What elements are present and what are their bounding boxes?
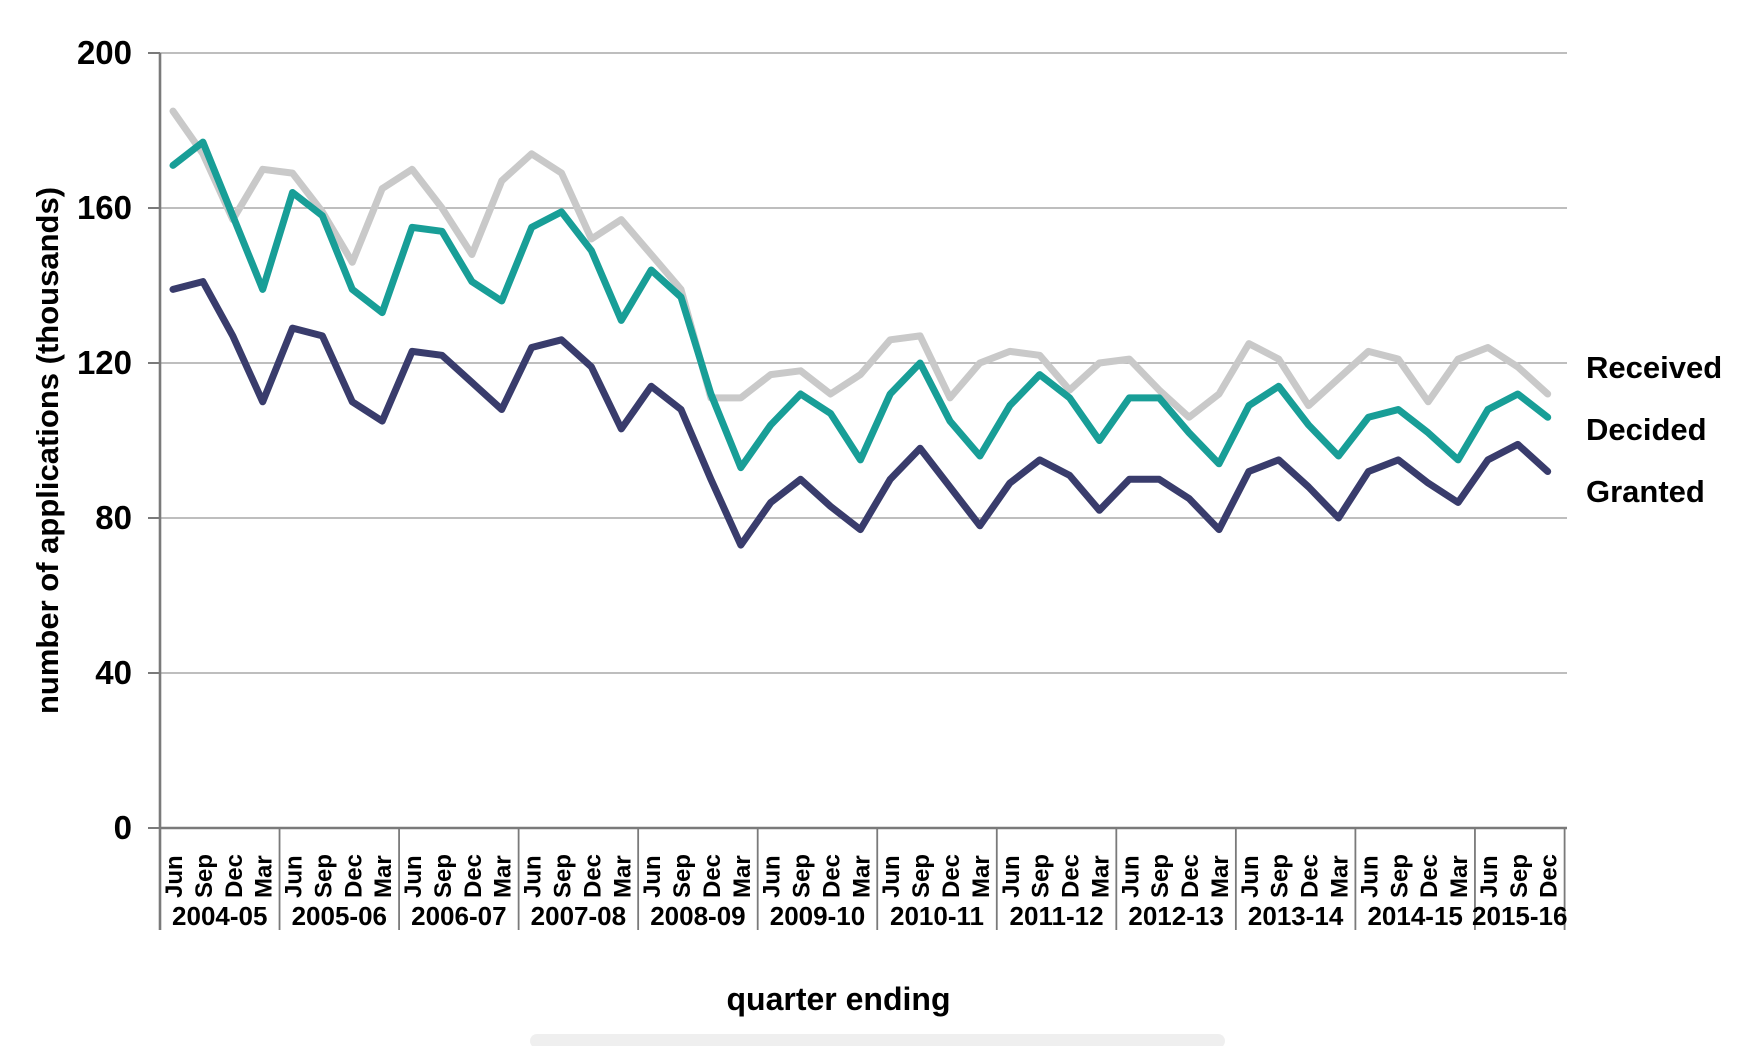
x-tick-label-year: 2012-13 xyxy=(1128,901,1223,931)
x-tick-label-quarter: Dec xyxy=(340,854,367,898)
x-tick-label-quarter: Mar xyxy=(490,855,517,898)
x-tick-label-quarter: Sep xyxy=(1147,854,1174,898)
series-line-granted xyxy=(169,278,1552,549)
legend-label-decided: Decided xyxy=(1586,412,1707,447)
x-tick-label-quarter: Dec xyxy=(818,854,845,898)
y-tick-label: 0 xyxy=(114,809,132,846)
x-tick-label-quarter: Jun xyxy=(998,855,1025,898)
x-tick-label-quarter: Jun xyxy=(1356,855,1383,898)
x-tick-label-quarter: Sep xyxy=(191,854,218,898)
x-tick-label-quarter: Mar xyxy=(251,855,278,898)
x-tick-label-quarter: Jun xyxy=(281,855,308,898)
y-tick-label: 120 xyxy=(77,344,132,381)
x-tick-label-quarter: Jun xyxy=(400,855,427,898)
x-tick-label-quarter: Mar xyxy=(1207,855,1234,898)
x-tick-label-quarter: Dec xyxy=(1177,854,1204,898)
legend-label-granted: Granted xyxy=(1586,474,1705,509)
x-tick-label-year: 2004-05 xyxy=(172,901,267,931)
x-tick-label-year: 2005-06 xyxy=(292,901,387,931)
x-tick-label-quarter: Mar xyxy=(1087,855,1114,898)
bottom-artifact-bar xyxy=(530,1034,1225,1046)
x-tick-label-quarter: Dec xyxy=(699,854,726,898)
y-tick-label: 200 xyxy=(77,34,132,71)
x-axis-title: quarter ending xyxy=(726,981,950,1017)
x-tick-label-quarter: Jun xyxy=(161,855,188,898)
x-tick-label-quarter: Mar xyxy=(370,855,397,898)
x-tick-label-year: 2011-12 xyxy=(1010,901,1104,931)
series-line-decided xyxy=(169,138,1552,472)
x-tick-label-quarter: Mar xyxy=(1327,855,1354,898)
x-tick-label-quarter: Jun xyxy=(1117,855,1144,898)
x-tick-label-year: 2007-08 xyxy=(531,901,626,931)
x-tick-label-quarter: Dec xyxy=(1536,854,1563,898)
x-tick-label-quarter: Dec xyxy=(1297,854,1324,898)
x-tick-label-quarter: Dec xyxy=(1058,854,1085,898)
x-tick-label-quarter: Dec xyxy=(1416,854,1443,898)
x-tick-label-quarter: Sep xyxy=(430,854,457,898)
y-tick-label: 40 xyxy=(95,654,132,691)
x-tick-label-year: 2013-14 xyxy=(1248,901,1344,931)
x-tick-label-quarter: Sep xyxy=(1506,854,1533,898)
x-tick-label-year: 2014-15 xyxy=(1367,901,1462,931)
x-tick-label-year: 2006-07 xyxy=(411,901,506,931)
x-tick-label-quarter: Dec xyxy=(579,854,606,898)
x-tick-label-quarter: Jun xyxy=(759,855,786,898)
x-tick-label-year: 2010-11 xyxy=(890,901,984,931)
x-tick-label-quarter: Jun xyxy=(639,855,666,898)
y-tick-label: 80 xyxy=(95,499,132,536)
x-tick-label-year: 2009-10 xyxy=(770,901,865,931)
y-axis-title: number of applications (thousands) xyxy=(30,187,65,714)
x-tick-label-year: 2015-16 xyxy=(1472,901,1567,931)
x-tick-label-quarter: Dec xyxy=(938,854,965,898)
legend-label-received: Received xyxy=(1586,350,1722,385)
x-tick-label-quarter: Sep xyxy=(669,854,696,898)
x-tick-label-year: 2008-09 xyxy=(650,901,745,931)
x-tick-label-quarter: Dec xyxy=(221,854,248,898)
x-tick-label-quarter: Mar xyxy=(1446,855,1473,898)
x-tick-label-quarter: Jun xyxy=(1237,855,1264,898)
x-tick-label-quarter: Mar xyxy=(609,855,636,898)
x-tick-label-quarter: Dec xyxy=(460,854,487,898)
x-tick-label-quarter: Sep xyxy=(310,854,337,898)
x-tick-label-quarter: Sep xyxy=(789,854,816,898)
x-tick-label-quarter: Sep xyxy=(1267,854,1294,898)
x-tick-label-quarter: Sep xyxy=(550,854,577,898)
x-tick-label-quarter: Sep xyxy=(1386,854,1413,898)
x-tick-label-quarter: Jun xyxy=(878,855,905,898)
x-tick-label-quarter: Sep xyxy=(908,854,935,898)
x-tick-label-quarter: Mar xyxy=(848,855,875,898)
x-tick-label-quarter: Mar xyxy=(729,855,756,898)
y-tick-label: 160 xyxy=(77,189,132,226)
series-line-received xyxy=(169,107,1552,421)
x-tick-label-quarter: Sep xyxy=(1028,854,1055,898)
x-tick-label-quarter: Jun xyxy=(520,855,547,898)
x-tick-label-quarter: Mar xyxy=(968,855,995,898)
x-tick-label-quarter: Jun xyxy=(1476,855,1503,898)
